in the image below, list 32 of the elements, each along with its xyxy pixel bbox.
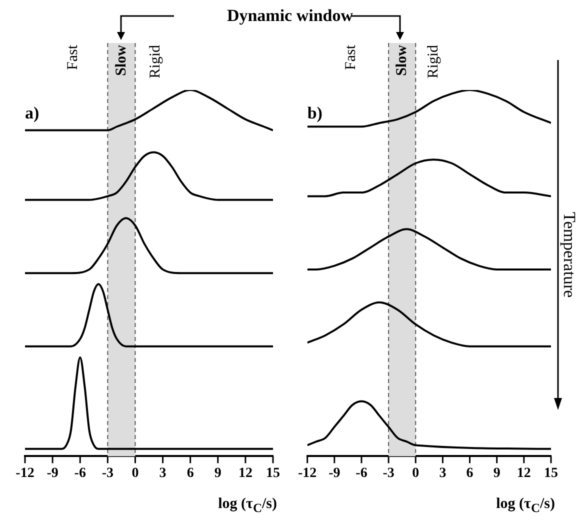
text: Temperature — [560, 211, 579, 300]
band-label: Slow — [394, 44, 410, 76]
x-tick-label: 15 — [544, 466, 558, 482]
x-axis-title: log (τ$_{C}$/s) — [496, 495, 555, 517]
text: Fast — [64, 45, 82, 70]
x-tick-label: 0 — [412, 466, 420, 482]
text: Rigid — [424, 45, 443, 78]
x-tick-label: 12 — [516, 466, 531, 482]
x-tick-label: -9 — [46, 466, 58, 482]
x-tick-label: -9 — [328, 466, 340, 482]
band-label: Slow — [113, 44, 130, 76]
x-tick-label: -12 — [16, 466, 34, 482]
text: Rigid — [146, 45, 164, 78]
x-tick-label: -3 — [382, 466, 394, 482]
x-tick-label: 0 — [132, 466, 139, 482]
x-tick-label: 9 — [214, 466, 222, 482]
text: Dynamic window — [226, 6, 354, 26]
x-tick-label: 3 — [159, 466, 166, 482]
x-axis-title: log (τ$_{C}$/s) — [218, 495, 277, 517]
text: b) — [307, 103, 322, 122]
x-tick-label: 6 — [186, 466, 194, 482]
x-tick-label: 9 — [493, 466, 500, 482]
x-tick-label: -6 — [74, 466, 86, 482]
text: Fast — [342, 45, 360, 70]
x-tick-label: 12 — [238, 466, 252, 482]
x-tick-label: 15 — [266, 466, 280, 482]
x-tick-label: 3 — [439, 466, 446, 482]
x-tick-label: -3 — [102, 466, 114, 482]
x-tick-label: -12 — [298, 466, 317, 482]
x-tick-label: 6 — [466, 466, 474, 482]
x-tick-label: -6 — [356, 466, 368, 482]
text: a) — [25, 103, 40, 122]
